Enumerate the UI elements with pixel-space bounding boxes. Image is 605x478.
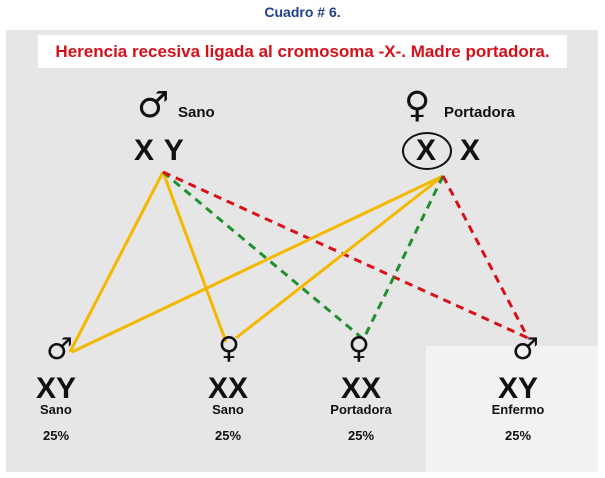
child-2-genotype: XX: [207, 372, 249, 405]
line-father-to-daughter-1: [161, 171, 228, 343]
figure-caption: Cuadro # 6.: [264, 4, 341, 20]
line-mother-to-carrier: [362, 175, 445, 339]
child-4-label: Enfermo: [491, 402, 545, 417]
child-2-female-icon: ♀: [218, 331, 240, 366]
child-1-label: Sano: [40, 402, 72, 417]
child-1-genotype: XY: [35, 372, 77, 405]
mother-allele-marked: X: [416, 134, 438, 167]
line-mother-to-daughter-1: [235, 174, 444, 340]
child-4-genotype: XY: [497, 372, 539, 405]
highlight-region: [426, 346, 598, 472]
line-father-to-affected: [162, 170, 529, 340]
title-box: [38, 35, 567, 68]
father-genotype: X Y: [134, 134, 185, 167]
diagram-title: Herencia recesiva ligada al cromosoma -X…: [55, 42, 550, 61]
child-1-male-icon: ♂: [46, 332, 73, 367]
child-3-percent: 25%: [347, 428, 375, 443]
carrier-allele-circle: [402, 132, 452, 170]
line-father-to-carrier: [162, 170, 363, 340]
father-label: Sano: [178, 104, 215, 121]
child-1-percent: 25%: [42, 428, 70, 443]
female-symbol-icon: ♀: [404, 85, 431, 126]
male-symbol-icon: ♂: [137, 85, 170, 126]
child-4-percent: 25%: [504, 428, 532, 443]
line-mother-to-affected: [441, 175, 530, 339]
child-3-female-icon: ♀: [348, 331, 370, 366]
child-4-male-icon: ♂: [512, 332, 539, 367]
child-2-label: Sano: [212, 402, 244, 417]
child-3-label: Portadora: [330, 402, 392, 417]
line-mother-to-son-1: [71, 174, 444, 354]
line-father-to-son-1: [68, 171, 165, 353]
mother-label: Portadora: [444, 104, 515, 121]
child-3-genotype: XX: [340, 372, 382, 405]
child-2-percent: 25%: [214, 428, 242, 443]
mother-allele-other: X: [460, 134, 482, 167]
